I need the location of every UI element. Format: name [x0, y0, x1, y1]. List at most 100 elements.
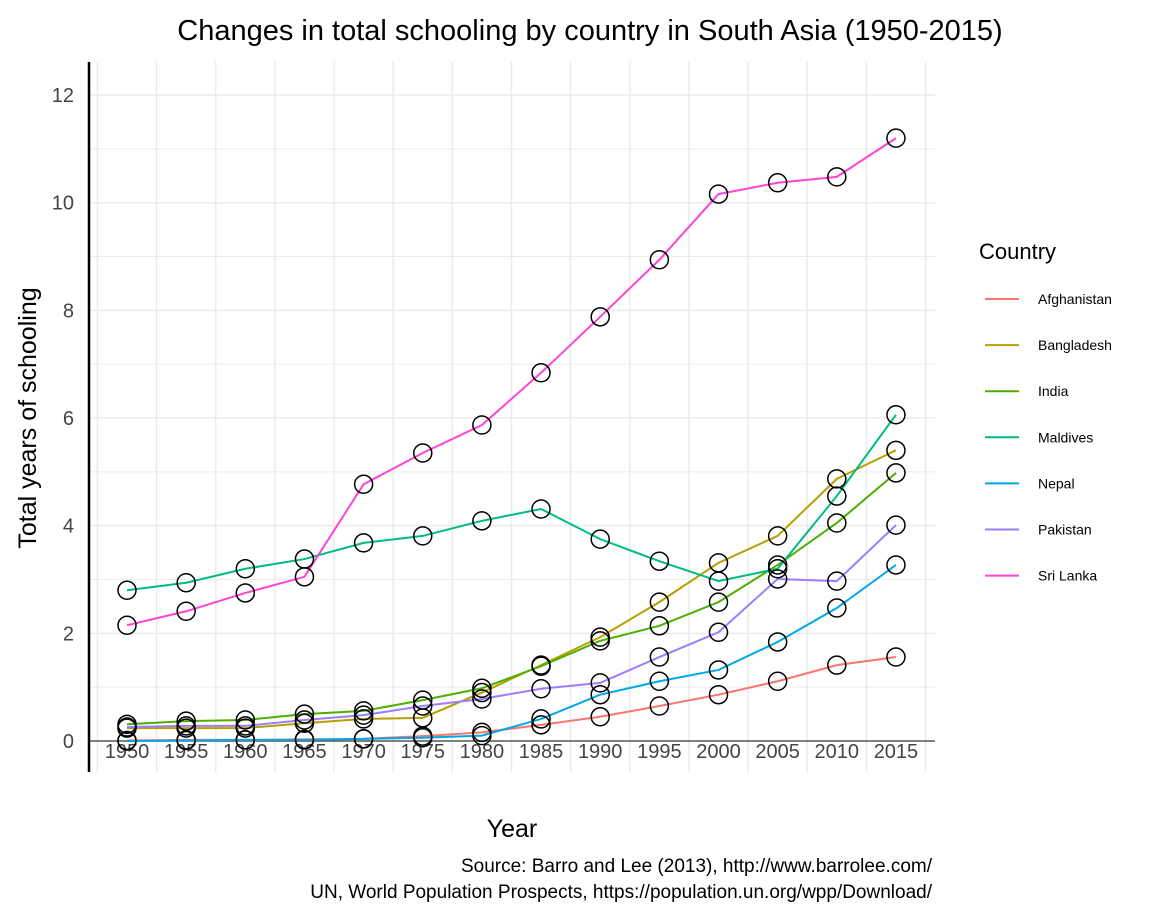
data-point	[886, 440, 906, 461]
legend-label: Nepal	[1038, 475, 1075, 491]
x-tick-label: 2015	[874, 741, 919, 763]
data-point	[590, 307, 610, 327]
x-tick-label: 1975	[401, 741, 446, 763]
data-point	[708, 660, 729, 680]
caption-line-1: Source: Barro and Lee (2013), http://www…	[461, 856, 933, 877]
data-point	[708, 684, 729, 705]
x-tick-label: 1985	[519, 741, 564, 763]
data-point	[767, 173, 788, 193]
legend-label: Pakistan	[1038, 522, 1092, 538]
data-point	[176, 601, 196, 622]
data-point	[472, 682, 492, 703]
data-point	[886, 515, 906, 535]
legend-label: India	[1038, 383, 1069, 399]
y-tick-label: 4	[63, 516, 74, 538]
x-tick-label: 2000	[696, 741, 741, 763]
data-point	[649, 551, 670, 571]
data-point	[649, 696, 670, 716]
data-point	[472, 415, 492, 435]
series-line-maldives	[126, 414, 897, 592]
grid	[90, 62, 935, 772]
data-point	[827, 598, 847, 618]
data-point	[472, 689, 492, 709]
data-point	[827, 486, 847, 506]
data-point	[708, 184, 729, 204]
y-tick-label: 0	[63, 731, 74, 753]
axes: 0 2 4 6 8 10 12 1950 1955 1960 1965 1970 1975 1980 198…	[52, 62, 935, 772]
data-point	[353, 533, 374, 553]
data-point	[708, 592, 729, 612]
series-line-bangladesh	[127, 449, 897, 730]
data-point	[590, 529, 610, 549]
y-tick-label: 6	[63, 408, 74, 430]
data-point	[294, 710, 315, 730]
x-tick-label: 1950	[105, 741, 150, 763]
data-point	[235, 558, 256, 579]
data-point	[827, 469, 847, 489]
data-point	[413, 696, 433, 716]
data-point	[294, 567, 315, 587]
data-point	[590, 707, 610, 727]
x-tick-label: 1960	[223, 741, 268, 763]
data-point	[472, 725, 492, 746]
series-line-pakistan	[126, 524, 897, 729]
data-point	[413, 690, 433, 710]
y-tick-label: 12	[52, 85, 74, 107]
data-point	[886, 647, 906, 667]
data-point	[117, 580, 137, 601]
data-point	[472, 678, 492, 698]
x-tick-label: 1995	[637, 741, 682, 763]
legend-label: Bangladesh	[1038, 337, 1112, 353]
data-point	[590, 627, 610, 647]
data-point	[353, 701, 374, 721]
data-point	[176, 716, 196, 736]
y-tick-label: 10	[52, 193, 74, 215]
data-point	[531, 656, 551, 676]
series-lines	[126, 137, 897, 742]
data-point	[353, 705, 374, 725]
data-point	[767, 632, 788, 652]
data-point	[413, 443, 433, 463]
x-axis-label: Year	[487, 815, 538, 843]
data-point	[176, 711, 196, 731]
data-point	[886, 463, 906, 483]
x-tick-label: 2010	[815, 741, 860, 763]
data-point	[886, 555, 906, 575]
data-point	[649, 592, 670, 612]
series-line-nepal	[126, 564, 897, 742]
data-point	[827, 655, 847, 675]
data-point	[413, 728, 433, 748]
data-point	[472, 511, 492, 531]
data-point	[176, 730, 196, 751]
data-point	[827, 571, 847, 591]
x-tick-label: 1965	[282, 741, 327, 763]
data-point	[353, 729, 374, 749]
data-point	[767, 671, 788, 691]
data-point	[886, 128, 906, 148]
data-point	[117, 615, 137, 636]
data-point	[117, 731, 137, 751]
data-point	[590, 684, 610, 705]
data-point	[590, 631, 610, 651]
data-point	[413, 526, 433, 546]
data-point	[708, 571, 729, 591]
data-point	[590, 673, 610, 693]
y-tick-label: 8	[63, 300, 74, 322]
data-point	[649, 647, 670, 667]
series-points	[117, 128, 906, 751]
x-tick-label: 2005	[755, 741, 800, 763]
data-point	[827, 167, 847, 187]
legend-title: Country	[979, 239, 1056, 264]
data-point	[117, 717, 137, 737]
data-point	[294, 730, 315, 750]
data-point	[767, 569, 788, 589]
x-tick-label: 1990	[578, 741, 623, 763]
data-point	[649, 671, 670, 691]
x-tick-label: 1980	[460, 741, 505, 763]
legend: Country Afghanistan Bangladesh India Maldiv…	[979, 239, 1112, 584]
data-point	[531, 709, 551, 729]
data-point	[649, 250, 670, 270]
data-point	[531, 715, 551, 735]
data-point	[531, 363, 551, 383]
